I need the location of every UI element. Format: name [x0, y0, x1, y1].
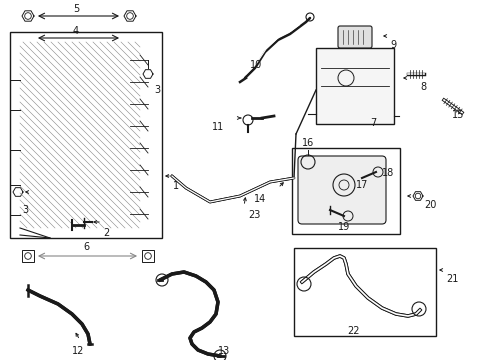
FancyBboxPatch shape: [297, 156, 385, 224]
Bar: [293, 248, 435, 336]
Bar: [142, 250, 154, 262]
Bar: [124, 32, 136, 44]
Text: 13: 13: [218, 346, 230, 356]
Text: 6: 6: [83, 242, 89, 252]
Text: 4: 4: [73, 26, 79, 36]
Text: 7: 7: [369, 118, 375, 128]
Text: 18: 18: [381, 168, 393, 178]
Text: 16: 16: [302, 138, 314, 148]
Text: 12: 12: [72, 346, 84, 356]
Text: 17: 17: [355, 180, 367, 190]
Text: 8: 8: [419, 82, 425, 92]
Text: 14: 14: [253, 194, 265, 204]
Text: 9: 9: [389, 40, 395, 50]
Bar: [315, 48, 393, 124]
Text: 22: 22: [347, 326, 360, 336]
Bar: [10, 32, 162, 238]
Text: 11: 11: [211, 122, 224, 132]
Text: 3: 3: [22, 205, 28, 215]
Text: 10: 10: [249, 60, 262, 70]
Bar: [291, 148, 399, 234]
Text: 19: 19: [337, 222, 349, 232]
FancyBboxPatch shape: [337, 26, 371, 48]
Bar: [22, 250, 34, 262]
Text: 1: 1: [173, 181, 179, 191]
Text: 23: 23: [247, 210, 260, 220]
Text: 3: 3: [154, 85, 160, 95]
Text: 2: 2: [103, 228, 109, 238]
Text: 5: 5: [73, 4, 79, 14]
Text: 20: 20: [423, 200, 435, 210]
Text: 15: 15: [451, 110, 464, 120]
Bar: [22, 32, 34, 44]
Text: 21: 21: [445, 274, 457, 284]
